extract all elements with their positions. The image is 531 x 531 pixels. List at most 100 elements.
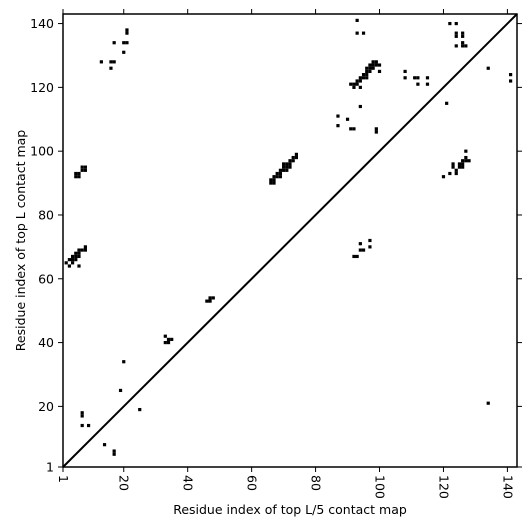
y-tick-label: 60 bbox=[38, 271, 54, 286]
contact-point bbox=[278, 171, 283, 176]
contact-point bbox=[374, 63, 378, 67]
contact-point bbox=[282, 162, 286, 166]
contact-point bbox=[461, 41, 465, 45]
contact-point bbox=[464, 155, 468, 160]
contact-point bbox=[464, 44, 468, 48]
contact-point bbox=[358, 85, 362, 89]
x-tick-label: 40 bbox=[181, 475, 196, 491]
x-tick-label: 60 bbox=[245, 475, 260, 491]
contact-point bbox=[166, 340, 171, 345]
contact-point bbox=[365, 76, 369, 80]
contact-point bbox=[285, 162, 289, 166]
contact-point bbox=[102, 443, 107, 447]
contact-point bbox=[355, 18, 359, 22]
contact-point bbox=[83, 245, 87, 249]
contact-point bbox=[269, 181, 273, 185]
contact-point bbox=[80, 423, 84, 428]
contact-point bbox=[83, 248, 87, 252]
y-tick-label: 120 bbox=[30, 80, 54, 95]
contact-point bbox=[336, 114, 340, 118]
contact-point bbox=[272, 178, 276, 182]
contact-point bbox=[368, 245, 372, 249]
contact-point bbox=[448, 21, 452, 26]
contact-point bbox=[355, 31, 359, 35]
x-tick-label: 100 bbox=[373, 475, 388, 499]
contact-point bbox=[109, 60, 113, 64]
contact-point bbox=[291, 159, 295, 163]
contact-point bbox=[86, 423, 91, 428]
contact-point bbox=[361, 31, 366, 35]
y-tick-label: 100 bbox=[30, 144, 54, 159]
contact-point bbox=[67, 258, 71, 262]
contact-point bbox=[278, 175, 283, 179]
contact-point bbox=[368, 238, 372, 243]
contact-point bbox=[70, 261, 75, 265]
contact-point bbox=[80, 248, 84, 252]
contact-point bbox=[349, 82, 353, 86]
contact-point bbox=[464, 159, 468, 163]
contact-point bbox=[464, 149, 468, 153]
contact-point bbox=[352, 127, 356, 131]
contact-point bbox=[170, 337, 174, 341]
contact-point bbox=[208, 299, 212, 303]
contact-point bbox=[74, 251, 78, 255]
contact-point bbox=[294, 152, 298, 156]
contact-point bbox=[282, 165, 286, 169]
contact-point bbox=[461, 165, 465, 169]
contact-point bbox=[74, 175, 78, 179]
contact-point bbox=[80, 165, 84, 169]
contact-point bbox=[413, 76, 417, 80]
contact-point bbox=[355, 82, 359, 86]
contact-point bbox=[365, 66, 369, 70]
contact-point bbox=[361, 73, 366, 77]
contact-point bbox=[112, 452, 116, 456]
x-tick-label: 140 bbox=[500, 475, 515, 499]
contact-point bbox=[291, 155, 295, 160]
contact-point bbox=[454, 21, 458, 26]
contact-point bbox=[208, 296, 212, 300]
contact-point bbox=[461, 44, 465, 48]
contact-point bbox=[454, 31, 458, 35]
contact-point bbox=[457, 162, 462, 166]
contact-point bbox=[74, 258, 78, 262]
contact-point bbox=[509, 79, 513, 83]
contact-point bbox=[278, 168, 283, 172]
contact-point bbox=[454, 171, 458, 176]
contact-point bbox=[451, 165, 455, 169]
contact-point bbox=[368, 63, 372, 67]
x-tick-label: 20 bbox=[117, 475, 132, 491]
y-tick-label: 140 bbox=[30, 16, 54, 31]
contact-point bbox=[454, 34, 458, 38]
x-tick-label: 120 bbox=[436, 475, 451, 499]
contact-point bbox=[285, 168, 289, 172]
contact-point bbox=[358, 76, 362, 80]
contact-point bbox=[403, 69, 407, 74]
x-tick-label: 1 bbox=[56, 475, 71, 483]
y-tick-label: 1 bbox=[46, 460, 54, 475]
contact-point bbox=[448, 171, 452, 176]
contact-point bbox=[205, 299, 209, 303]
contact-point bbox=[282, 168, 286, 172]
contact-point bbox=[288, 165, 292, 169]
contact-point bbox=[352, 82, 356, 86]
contact-point bbox=[70, 254, 75, 259]
contact-point bbox=[138, 407, 142, 412]
contact-point bbox=[374, 127, 378, 131]
contact-point bbox=[80, 411, 84, 415]
y-tick-label: 40 bbox=[38, 335, 54, 350]
contact-point bbox=[74, 171, 78, 176]
contact-point bbox=[371, 63, 375, 67]
contact-point bbox=[374, 60, 378, 64]
contact-point bbox=[109, 66, 113, 70]
contact-point bbox=[77, 248, 81, 252]
contact-point bbox=[163, 334, 167, 338]
contact-point bbox=[166, 337, 171, 341]
plot-frame bbox=[62, 13, 518, 468]
contact-point bbox=[451, 162, 455, 166]
contact-point bbox=[269, 178, 273, 182]
contact-point bbox=[77, 251, 81, 255]
contact-point bbox=[272, 181, 276, 185]
contact-point bbox=[441, 175, 446, 179]
contact-point bbox=[358, 79, 362, 83]
